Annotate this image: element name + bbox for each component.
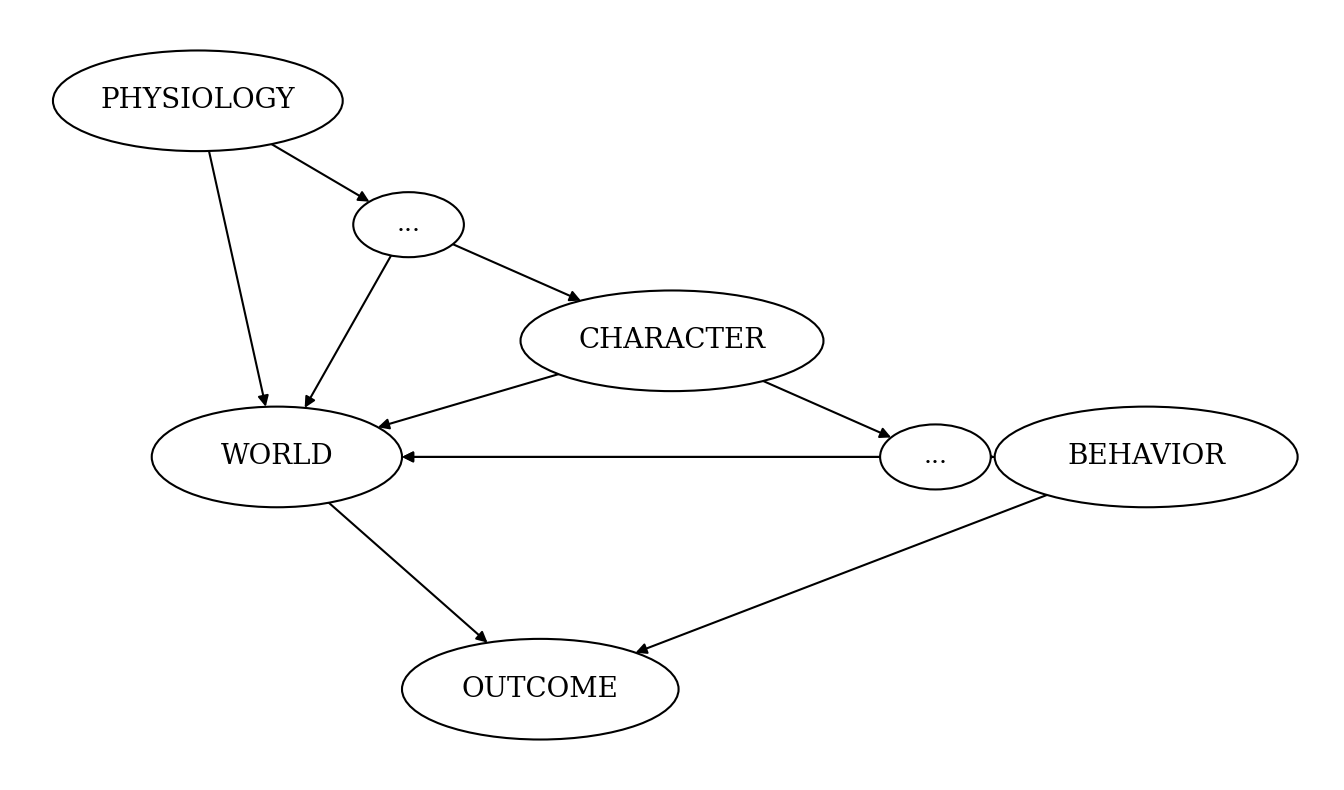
Ellipse shape [520, 291, 824, 391]
Text: BEHAVIOR: BEHAVIOR [1067, 443, 1226, 470]
Text: ...: ... [923, 446, 948, 468]
Ellipse shape [52, 51, 343, 151]
Ellipse shape [402, 639, 679, 739]
Ellipse shape [353, 192, 464, 258]
Text: WORLD: WORLD [220, 443, 333, 470]
Text: CHARACTER: CHARACTER [578, 327, 766, 354]
Text: PHYSIOLOGY: PHYSIOLOGY [101, 88, 296, 115]
Text: OUTCOME: OUTCOME [462, 675, 618, 702]
Ellipse shape [152, 407, 402, 507]
Ellipse shape [995, 407, 1298, 507]
Ellipse shape [880, 424, 991, 490]
Text: ...: ... [396, 213, 421, 236]
